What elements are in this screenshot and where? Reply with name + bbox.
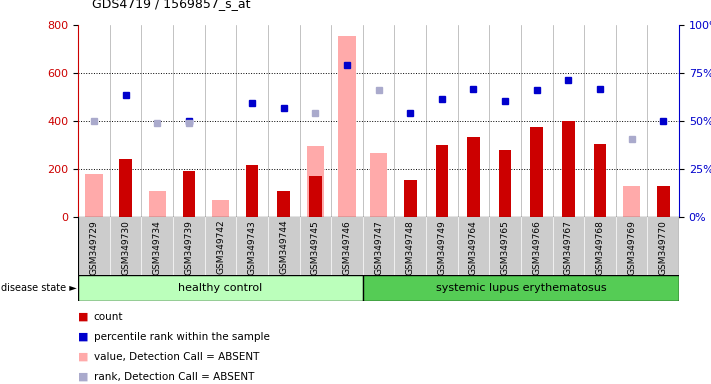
Text: GSM349770: GSM349770 [658,220,668,275]
Text: disease state ►: disease state ► [1,283,77,293]
Text: GSM349729: GSM349729 [90,220,99,275]
Text: ■: ■ [78,352,89,362]
Text: systemic lupus erythematosus: systemic lupus erythematosus [436,283,606,293]
Text: healthy control: healthy control [178,283,262,293]
Text: GSM349746: GSM349746 [343,220,351,275]
Text: GSM349764: GSM349764 [469,220,478,275]
Text: value, Detection Call = ABSENT: value, Detection Call = ABSENT [94,352,260,362]
Bar [183,171,196,217]
Text: percentile rank within the sample: percentile rank within the sample [94,332,269,342]
Text: GSM349745: GSM349745 [311,220,320,275]
Bar [370,153,387,217]
Bar [306,146,324,217]
Bar [78,275,363,301]
Text: GSM349769: GSM349769 [627,220,636,275]
Text: ■: ■ [78,372,89,382]
Text: GSM349730: GSM349730 [121,220,130,275]
Text: GDS4719 / 1569857_s_at: GDS4719 / 1569857_s_at [92,0,251,10]
Bar [657,186,670,217]
Bar [85,174,102,217]
Text: GSM349747: GSM349747 [374,220,383,275]
Bar [404,180,417,217]
Text: count: count [94,312,123,322]
Bar [467,137,480,217]
Text: ■: ■ [78,312,89,322]
Bar [498,150,511,217]
Bar [277,190,290,217]
Text: GSM349739: GSM349739 [184,220,193,275]
Bar [436,145,448,217]
Bar [623,186,641,217]
Bar [149,190,166,217]
Bar [594,144,606,217]
Text: rank, Detection Call = ABSENT: rank, Detection Call = ABSENT [94,372,255,382]
Text: GSM349744: GSM349744 [279,220,288,275]
Bar [562,121,574,217]
Text: GSM349743: GSM349743 [247,220,257,275]
Text: GSM349748: GSM349748 [406,220,415,275]
Text: GSM349742: GSM349742 [216,220,225,275]
Text: GSM349768: GSM349768 [595,220,604,275]
Bar [363,275,679,301]
Text: GSM349766: GSM349766 [533,220,541,275]
Bar [119,159,132,217]
Text: GSM349749: GSM349749 [437,220,447,275]
Bar [212,200,229,217]
Text: GSM349765: GSM349765 [501,220,510,275]
Text: GSM349734: GSM349734 [153,220,162,275]
Bar [246,166,258,217]
Bar [309,176,321,217]
Bar [338,36,356,217]
Text: GSM349767: GSM349767 [564,220,573,275]
Bar [530,127,543,217]
Text: ■: ■ [78,332,89,342]
